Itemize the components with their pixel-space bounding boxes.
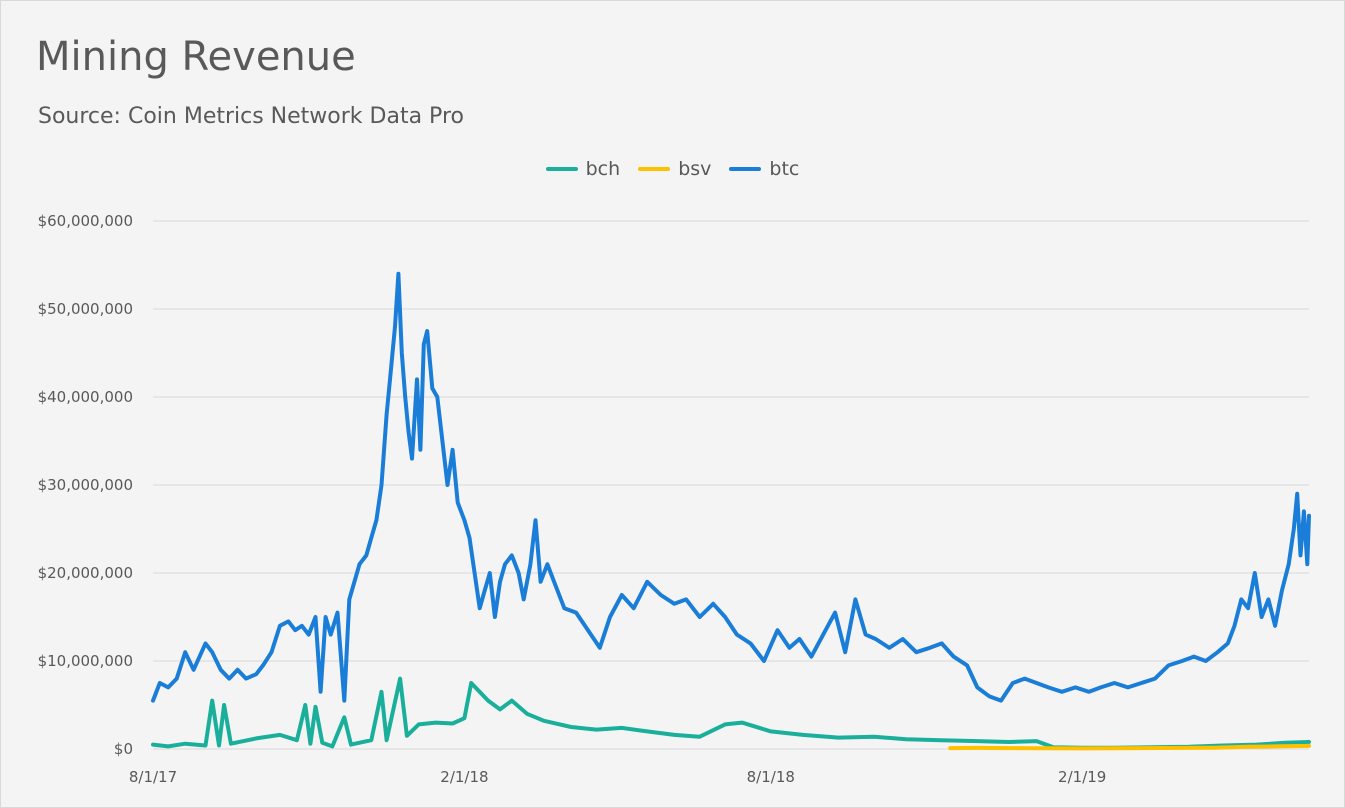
y-axis: $0 $10,000,000 $20,000,000 $30,000,000 $40,0… [38, 212, 133, 758]
y-tick-label: $30,000,000 [38, 476, 133, 494]
gridlines [153, 220, 1309, 750]
x-tick-label: 8/1/18 [747, 768, 795, 786]
legend-swatch-btc [729, 167, 762, 171]
y-tick-label: $40,000,000 [38, 388, 133, 406]
y-tick-label: $0 [114, 740, 133, 758]
y-tick-label: $60,000,000 [38, 212, 133, 230]
legend-swatch-bsv [638, 167, 671, 171]
x-axis: 8/1/17 2/1/18 8/1/18 2/1/19 [129, 768, 1106, 786]
legend-label-bsv: bsv [678, 158, 712, 180]
legend-swatch-bch [545, 167, 578, 171]
series-line-btc [151, 271, 1311, 703]
legend-label-btc: btc [769, 158, 800, 180]
x-tick-label: 2/1/18 [440, 768, 488, 786]
x-tick-label: 2/1/19 [1058, 768, 1106, 786]
x-tick-label: 8/1/17 [129, 768, 177, 786]
legend-item-bsv: bsv [638, 158, 711, 180]
chart-subtitle: Source: Coin Metrics Network Data Pro [38, 104, 464, 129]
legend-item-bch: bch [545, 158, 621, 180]
series-lines [151, 271, 1311, 751]
legend: bch bsv btc [0, 158, 1345, 180]
y-tick-label: $20,000,000 [38, 564, 133, 582]
legend-label-bch: bch [585, 158, 621, 180]
chart-title: Mining Revenue [36, 34, 356, 80]
series-line-bch [151, 676, 1311, 750]
series-line-bsv [948, 743, 1311, 751]
y-tick-label: $10,000,000 [38, 652, 133, 670]
y-tick-label: $50,000,000 [38, 300, 133, 318]
legend-item-btc: btc [729, 158, 799, 180]
